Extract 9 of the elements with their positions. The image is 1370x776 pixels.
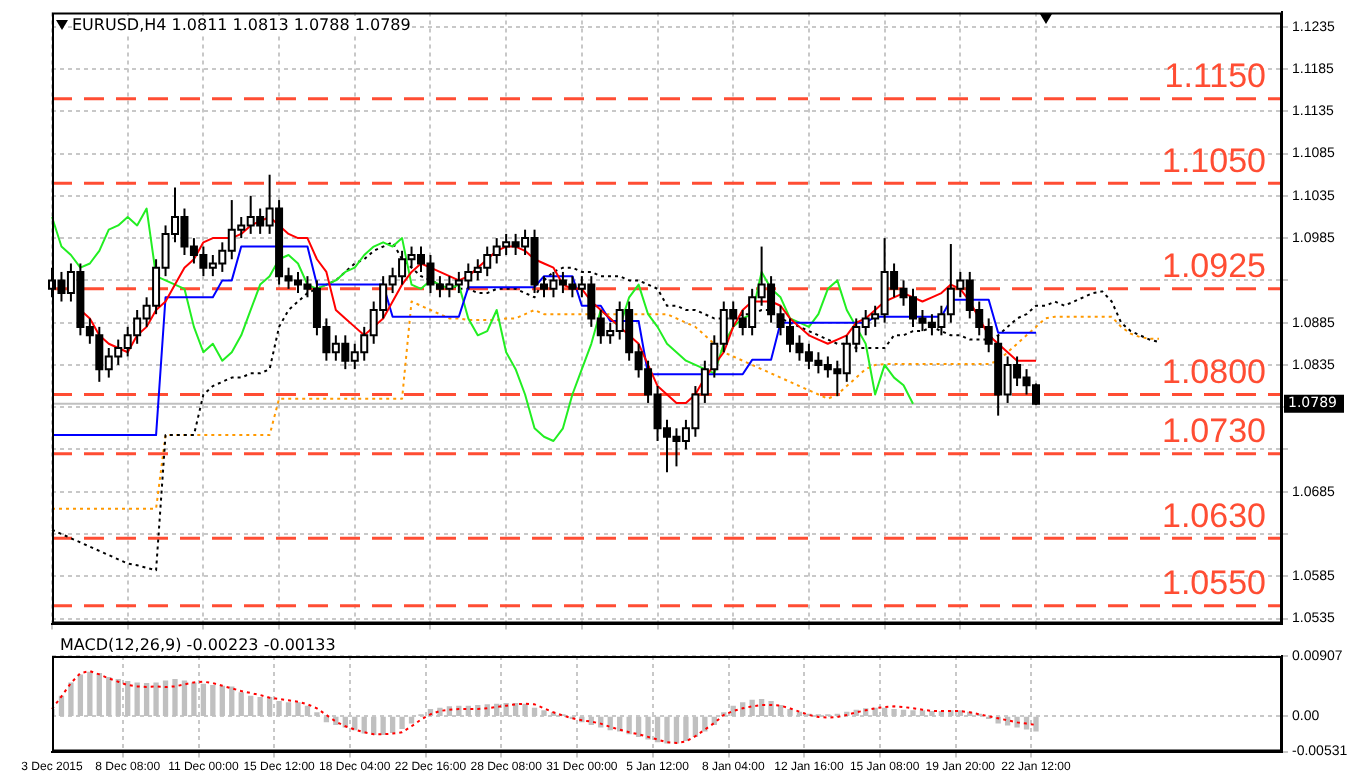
ref-line-label: 1.0550 [1162,564,1266,603]
chart-title: EURUSD,H4 1.0811 1.0813 1.0788 1.0789 [72,16,411,35]
ref-line-label: 1.0730 [1162,412,1266,451]
ref-line-label: 1.0800 [1162,352,1266,391]
ref-line-label: 1.1050 [1162,141,1266,180]
ref-line-label: 1.0630 [1162,496,1266,535]
ref-line-label: 1.1150 [1164,57,1266,95]
ref-line-label: 1.0925 [1162,247,1266,286]
chart-title: MACD(12,26,9) -0.00223 -0.00133 [60,636,336,654]
